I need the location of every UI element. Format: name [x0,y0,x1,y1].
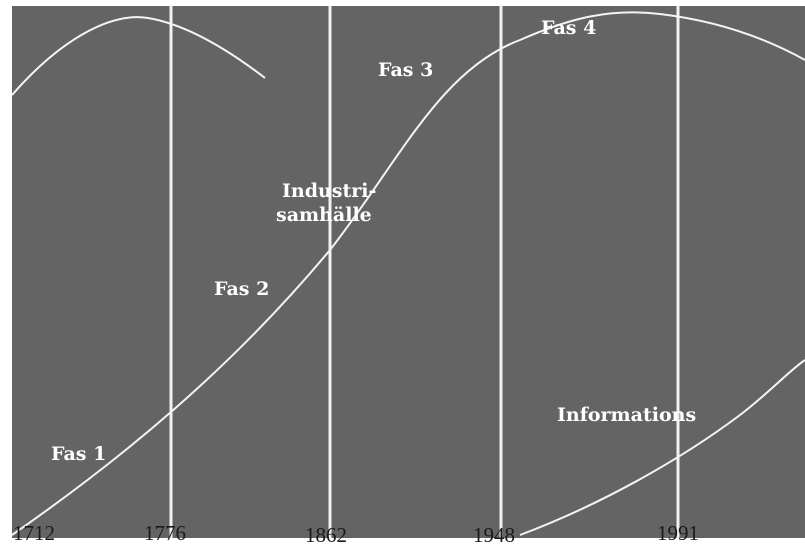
year-label-1991: 1991 [657,521,699,545]
label-informations: Informations [557,404,696,426]
early-wave-curve [11,16,266,96]
label-industrisamhalle-line1: Industri- [282,180,376,202]
year-label-1948: 1948 [473,523,515,545]
year-label-1862: 1862 [305,523,347,545]
year-label-1712: 1712 [13,521,55,545]
information-society-curve [519,359,805,536]
industrial-society-curve [11,11,805,536]
diagram-background [12,6,805,538]
label-fas-2: Fas 2 [214,278,269,300]
label-industrisamhalle-line2: samhälle [276,204,372,226]
label-fas-3: Fas 3 [378,59,433,81]
label-fas-4: Fas 4 [541,17,596,39]
label-fas-1: Fas 1 [51,443,106,465]
year-label-1776: 1776 [144,521,186,545]
